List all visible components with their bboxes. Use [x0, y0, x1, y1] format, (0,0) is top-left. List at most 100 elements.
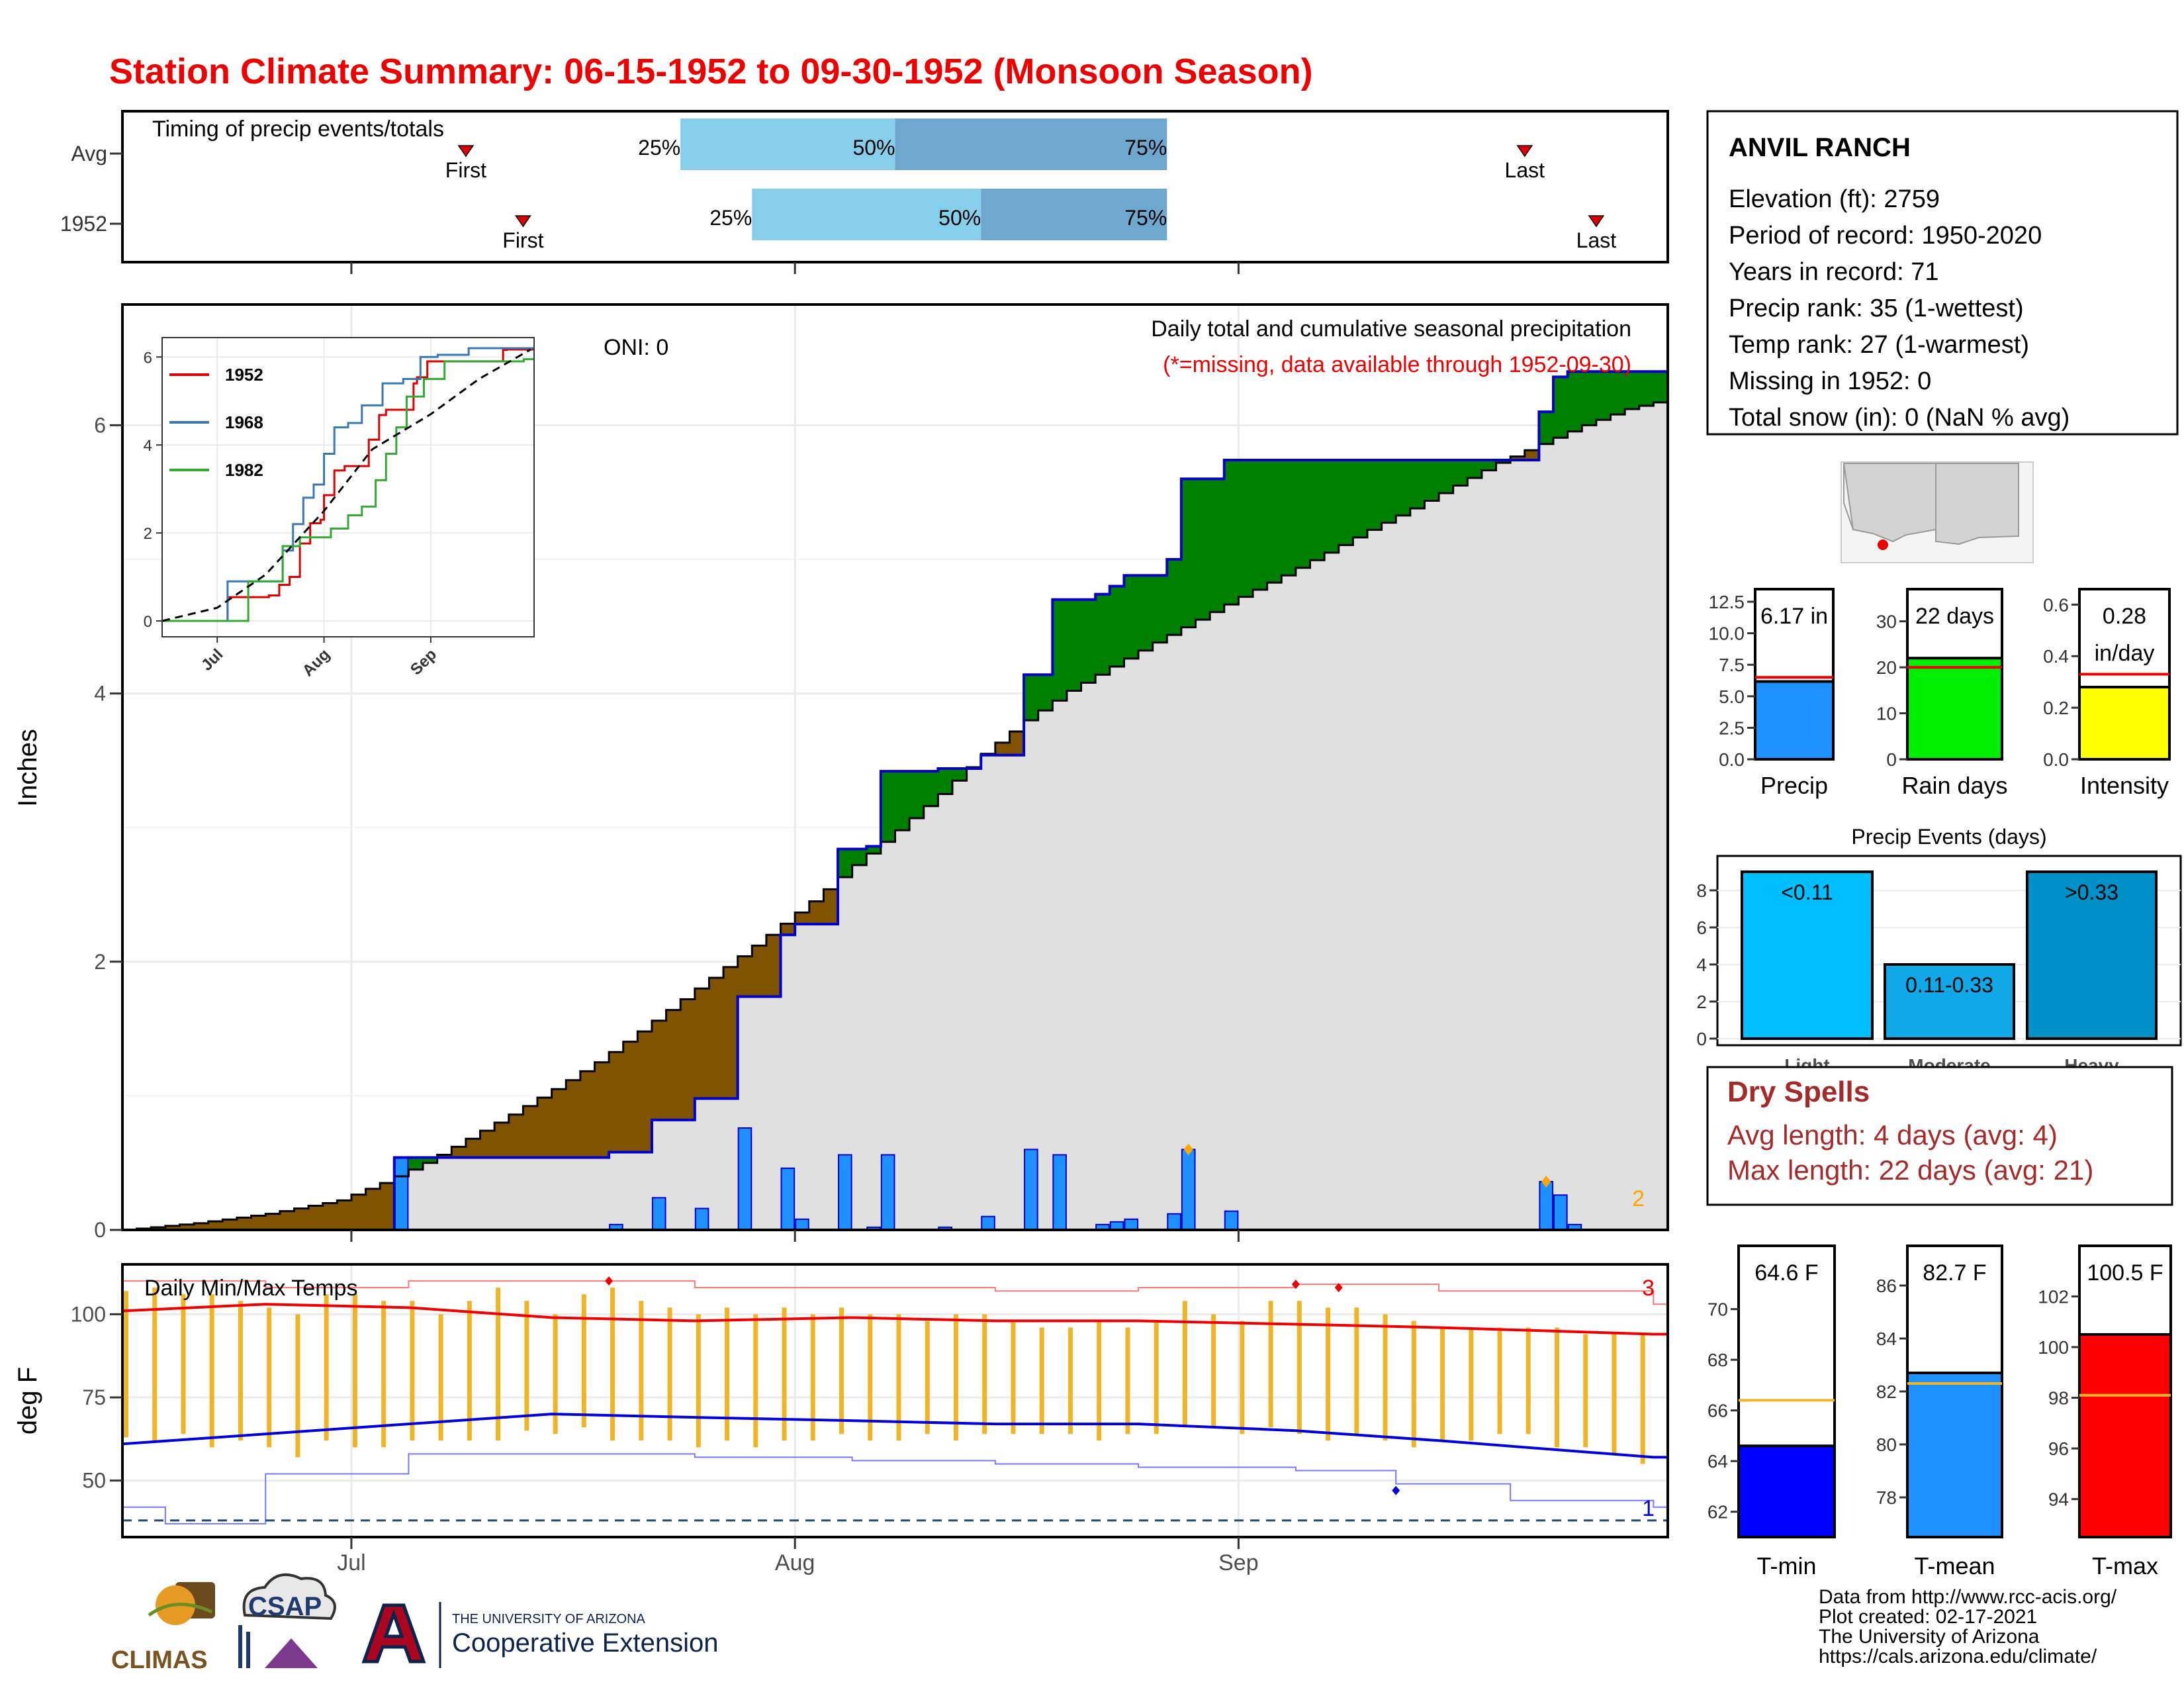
daily-precip-bar	[1539, 1181, 1554, 1231]
precip-events-title: Precip Events (days)	[1851, 825, 2046, 849]
bar-y-tick-label: 102	[2038, 1287, 2069, 1307]
above-avg-area	[1109, 586, 1125, 667]
below-avg-area	[337, 1200, 352, 1230]
page-title: Station Climate Summary: 06-15-1952 to 0…	[109, 52, 1313, 91]
bar-y-tick-label: 10.0	[1709, 624, 1745, 644]
below-avg-area	[752, 945, 767, 997]
below-avg-area	[551, 1089, 567, 1158]
bar-value-label-tmean: 82.7 F	[1923, 1260, 1986, 1286]
above-avg-area	[1295, 460, 1311, 568]
bar-y-tick-label: 96	[2048, 1438, 2069, 1459]
above-avg-area	[1224, 460, 1239, 605]
inset-legend-label: 1968	[225, 412, 263, 432]
above-avg-area	[1481, 460, 1497, 471]
events-y-tick-label: 6	[1696, 917, 1707, 938]
bar-y-tick-label: 10	[1876, 704, 1897, 724]
above-avg-area	[938, 769, 953, 794]
below-avg-area	[795, 912, 810, 925]
above-avg-area	[923, 771, 938, 806]
station-info-line: Elevation (ft): 2759	[1729, 185, 1940, 213]
temp-panel-frame	[121, 1263, 1669, 1538]
daily-temp-range-bar	[1525, 1327, 1531, 1434]
footer-data-source: Data from http://www.rcc-acis.org/	[1819, 1586, 2117, 1608]
bar-y-tick-label: 0.0	[2043, 749, 2069, 770]
bar-panel-intensity: 0.0 0.2 0.4 0.6 0.28 in/day Intensity	[2043, 588, 2171, 799]
above-avg-area	[1653, 371, 1668, 402]
daily-temp-range-bar	[295, 1314, 300, 1458]
daily-temp-range-bar	[410, 1301, 415, 1441]
inset-y-tick-label: 6	[144, 349, 152, 367]
cumulative-panel-frame	[121, 303, 1669, 1231]
bar-panel-precip_total: 0.0 2.5 5.0 7.5 10.0 12.5 6.17 in Precip	[1709, 588, 1835, 799]
events-y-tick-label: 8	[1696, 880, 1707, 901]
below-avg-area	[194, 1223, 209, 1230]
above-avg-area	[1066, 599, 1082, 691]
footer-credits: Data from http://www.rcc-acis.org/ Plot …	[1819, 1586, 2117, 1667]
bar-y-tick-label: 78	[1876, 1487, 1897, 1508]
bar-value-precip_total	[1754, 680, 1835, 761]
inset-series-1952	[162, 348, 534, 622]
daily-temp-range-bar	[1268, 1301, 1273, 1428]
daily-precip-bar	[880, 1154, 895, 1231]
daily-temp-range-bar	[1240, 1321, 1245, 1434]
above-avg-area	[1467, 460, 1482, 479]
bar-category-label-intensity: Intensity	[2080, 772, 2169, 799]
above-avg-area	[1138, 575, 1154, 651]
below-avg-area	[651, 1020, 667, 1120]
temperature-panel: Daily Min/Max Temps 3 1 50 75 100 Jul Aug Sep…	[13, 1263, 1669, 1575]
below-avg-area	[694, 988, 710, 1099]
temp-chart-title: Daily Min/Max Temps	[144, 1276, 357, 1301]
bar-panel-rain_days: 0 10 20 30 22 days Rain days	[1876, 588, 2008, 799]
temp-panel-bg	[122, 1264, 1668, 1537]
climas-logo: CLIMAS	[111, 1582, 215, 1674]
daily-temp-range-bar	[209, 1294, 214, 1448]
daily-temp-range-bar	[1326, 1307, 1331, 1441]
dry-spells-max: Max length: 22 days (avg: 21)	[1727, 1154, 2093, 1186]
daily-precip-bar	[780, 1167, 796, 1231]
timing-p75-label: 75%	[1124, 136, 1167, 160]
csap-mountain-icon	[265, 1638, 318, 1668]
below-avg-area	[723, 966, 739, 1099]
timing-p50-label: 50%	[938, 206, 981, 230]
bar-y-tick-label: 0.0	[1719, 749, 1745, 770]
bar-y-tick-label: 64	[1707, 1451, 1728, 1472]
bar-y-tick-label: 20	[1876, 657, 1897, 678]
inset-legend-label: 1952	[225, 365, 263, 385]
temp-y-tick-label: 75	[82, 1385, 106, 1409]
bar-y-tick-label: 12.5	[1709, 592, 1745, 612]
inset-avg-line	[161, 348, 531, 622]
station-info-line: Precip rank: 35 (1-wettest)	[1729, 295, 2024, 322]
below-avg-area	[609, 1052, 624, 1152]
above-avg-area	[423, 1157, 438, 1163]
daily-temp-range-bar	[896, 1314, 901, 1441]
ua-small-text: THE UNIVERSITY OF ARIZONA	[452, 1612, 646, 1626]
above-avg-area	[1396, 460, 1411, 516]
below-avg-area	[265, 1213, 281, 1230]
daily-temp-range-bar	[1411, 1321, 1416, 1448]
station-location-marker	[1878, 539, 1888, 550]
above-avg-area	[1582, 371, 1597, 426]
daily-precip-bar	[1553, 1194, 1568, 1231]
temp-x-tick-label: Jul	[337, 1550, 365, 1575]
temp-min-count: 1	[1642, 1496, 1655, 1521]
below-avg-area	[380, 1183, 395, 1230]
bar-value-intensity	[2078, 685, 2171, 761]
below-avg-area	[465, 1139, 481, 1158]
timing-first-label: First	[502, 228, 543, 252]
station-info-line: Total snow (in): 0 (NaN % avg)	[1729, 404, 2070, 432]
climas-logo-text: CLIMAS	[111, 1646, 208, 1674]
station-info-line: Temp rank: 27 (1-warmest)	[1729, 331, 2029, 359]
csap-cloud-icon	[242, 1573, 336, 1620]
daily-temp-range-bar	[352, 1294, 357, 1448]
below-avg-area	[666, 1009, 681, 1120]
daily-temp-range-bar	[953, 1314, 958, 1441]
bar-y-tick-label: 7.5	[1719, 655, 1745, 675]
bar-category-label-rain_days: Rain days	[1901, 772, 2007, 799]
station-info-frame	[1706, 110, 2179, 436]
above-avg-area	[909, 771, 925, 818]
daily-temp-range-bar	[1583, 1334, 1588, 1448]
timing-last-marker	[1516, 145, 1533, 158]
below-avg-area	[580, 1071, 596, 1158]
